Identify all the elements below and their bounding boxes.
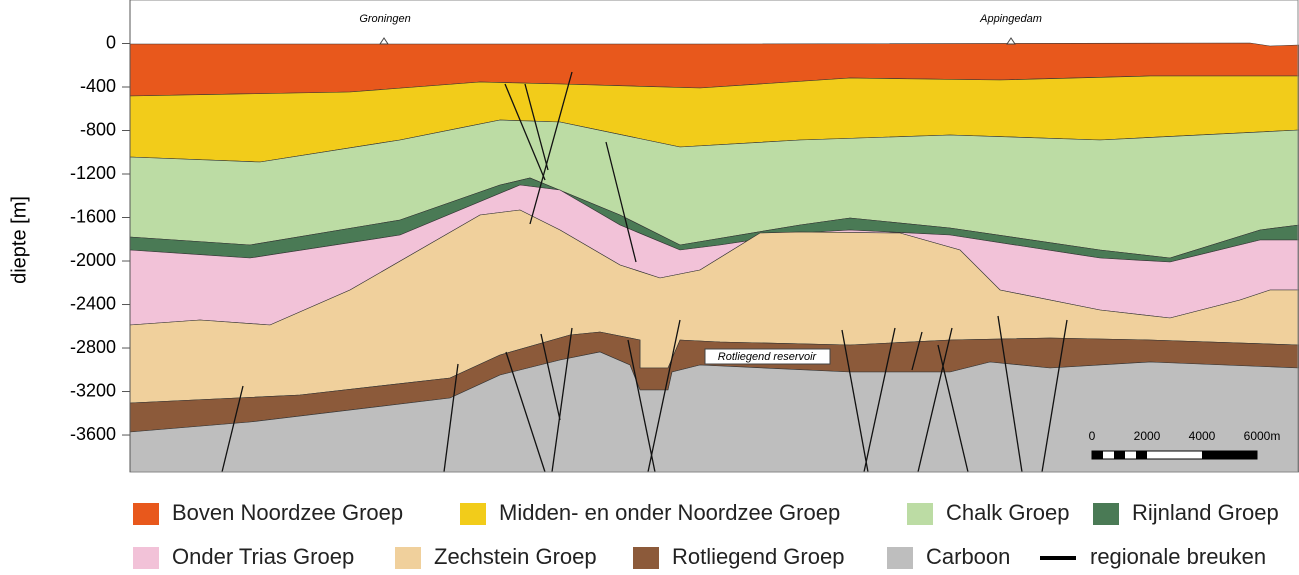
scale-label: 6000m — [1244, 429, 1281, 443]
legend-label: Chalk Groep — [946, 500, 1070, 525]
place-label: Groningen — [359, 13, 410, 25]
legend-label: Onder Trias Groep — [172, 544, 354, 569]
y-tick-label: -2400 — [70, 293, 116, 313]
y-tick-label: -3200 — [70, 380, 116, 400]
legend-swatch — [633, 547, 659, 569]
y-axis-label: diepte [m] — [8, 196, 30, 284]
scale-label: 2000 — [1134, 429, 1161, 443]
legend-label: Zechstein Groep — [434, 544, 597, 569]
y-tick-label: -2800 — [70, 337, 116, 357]
legend-label: Carboon — [926, 544, 1010, 569]
y-tick-label: 0 — [106, 32, 116, 52]
legend-swatch — [133, 503, 159, 525]
legend-label: Rijnland Groep — [1132, 500, 1279, 525]
annotation: Rotliegend reservoir — [718, 351, 818, 363]
place-marker — [1006, 37, 1016, 45]
scale-bar: 0 2000 4000 6000m — [1089, 429, 1281, 460]
legend-label: regionale breuken — [1090, 544, 1266, 569]
legend-label: Midden- en onder Noordzee Groep — [499, 500, 840, 525]
place-label: Appingedam — [979, 13, 1042, 25]
legend-swatch — [1093, 503, 1119, 525]
y-tick-label: -3600 — [70, 424, 116, 444]
y-tick-label: -800 — [80, 119, 116, 139]
scale-label: 0 — [1089, 429, 1096, 443]
y-tick-label: -1200 — [70, 163, 116, 183]
legend-swatch — [907, 503, 933, 525]
y-tick-label: -2000 — [70, 250, 116, 270]
legend-swatch — [887, 547, 913, 569]
annotation-box — [704, 348, 831, 365]
legend-label: Boven Noordzee Groep — [172, 500, 403, 525]
legend-swatch — [133, 547, 159, 569]
legend-swatch — [460, 503, 486, 525]
layer — [129, 351, 1299, 473]
legend-label: Rotliegend Groep — [672, 544, 844, 569]
place-marker — [379, 37, 389, 45]
legend-swatch — [395, 547, 421, 569]
y-tick-label: -1600 — [70, 206, 116, 226]
faults — [221, 71, 1068, 473]
y-tick-label: -400 — [80, 76, 116, 96]
scale-label: 4000 — [1189, 429, 1216, 443]
